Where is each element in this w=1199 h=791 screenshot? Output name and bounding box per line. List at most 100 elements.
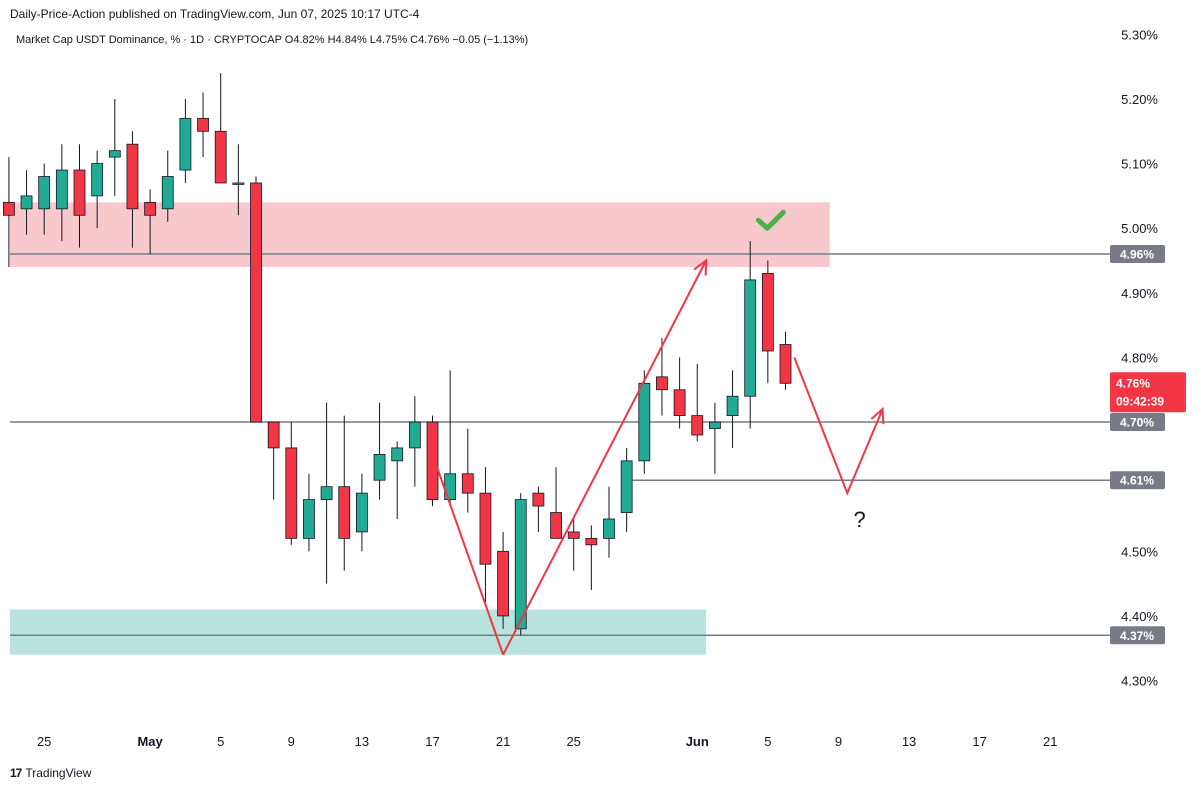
- candle-body-45: [744, 279, 757, 397]
- price-labels: 4.96% 4.70% 4.61% 4.37% 4.76% 09:42:39: [1110, 245, 1186, 645]
- candle-body-21: [320, 486, 333, 501]
- candle-body-41: [673, 389, 686, 416]
- level-label-bg-1: [1110, 413, 1165, 432]
- check-mark-icon: [755, 209, 786, 231]
- price-axis: 5.30% 5.20% 5.10% 5.00% 4.90% 4.80% 4.70% 4.50%…: [1121, 27, 1158, 688]
- candle-body-17: [250, 182, 262, 423]
- x-tick-label-12: 13: [902, 734, 916, 749]
- ohlc-open: O4.82%: [284, 34, 325, 46]
- x-tick-label-7: 21: [496, 734, 510, 749]
- ohlc-low: L4.75%: [369, 34, 408, 46]
- candle-body-24: [373, 453, 386, 481]
- x-tick-label-6: 17: [425, 734, 439, 749]
- candle-body-44: [726, 395, 739, 416]
- candle-body-40: [656, 376, 668, 391]
- candle-body-16: [232, 182, 245, 185]
- support-zone: [10, 609, 707, 655]
- symbol-name[interactable]: Market Cap USDT Dominance, % · 1D · CRYP…: [16, 34, 282, 46]
- ohlc-close: C4.76%: [410, 34, 450, 46]
- projection-arrow: [793, 357, 884, 496]
- candle-body-11: [144, 201, 157, 216]
- candle-body-20: [303, 499, 315, 539]
- x-tick-label-13: 17: [972, 734, 986, 749]
- footer-branding: 17 TradingView: [10, 766, 91, 780]
- rally-arrow-head: [693, 258, 708, 276]
- level-label-1: 4.70%: [1120, 416, 1154, 430]
- tradingview-logo-icon: 17: [10, 766, 22, 780]
- candle-body-37: [603, 518, 615, 539]
- candle-body-7: [73, 169, 86, 216]
- candle-body-23: [355, 492, 368, 533]
- y-tick-label-7: 4.50%: [1121, 544, 1158, 559]
- question-mark: ?: [854, 507, 866, 532]
- current-price-label: 4.76%: [1116, 376, 1150, 390]
- candle-body-32: [514, 499, 527, 630]
- y-tick-label-8: 4.40%: [1121, 609, 1158, 624]
- candle-body-43: [709, 421, 721, 429]
- rally-arrow: [502, 260, 707, 656]
- candle-body-15: [214, 130, 227, 184]
- y-tick-label-3: 5.00%: [1121, 221, 1158, 236]
- candle-body-13: [179, 117, 192, 171]
- x-tick-label-1: 25: [37, 734, 51, 749]
- candle-body-4: [20, 195, 33, 210]
- level-label-0: 4.96%: [1120, 248, 1154, 262]
- candle-body-9: [108, 150, 121, 158]
- candle-body-36: [585, 537, 598, 546]
- y-tick-label-0: 5.30%: [1121, 27, 1158, 42]
- candles-layer: [3, 73, 792, 636]
- candle-body-14: [197, 117, 209, 132]
- candle-body-33: [532, 492, 545, 507]
- x-tick-label-3: 5: [217, 734, 224, 749]
- candle-body-12: [161, 176, 174, 210]
- candle-body-30: [479, 492, 492, 565]
- candle-body-3: [3, 201, 15, 216]
- y-tick-label-9: 4.30%: [1121, 674, 1158, 689]
- x-tick-label-9: Jun: [686, 734, 709, 749]
- x-tick-label-14: 21: [1043, 734, 1057, 749]
- candle-body-34: [550, 512, 562, 539]
- countdown-label: 09:42:39: [1116, 394, 1164, 408]
- current-price-label-bg: [1110, 372, 1186, 413]
- candle-body-42: [691, 415, 704, 436]
- candle-body-27: [426, 421, 439, 501]
- x-tick-label-2: May: [137, 734, 163, 749]
- x-tick-label-11: 9: [835, 734, 842, 749]
- time-axis: 2125May5913172125Jun59131721: [37, 734, 1058, 749]
- publisher-caption: Daily-Price-Action published on TradingV…: [10, 7, 420, 21]
- candle-body-31: [497, 550, 510, 617]
- arrows-layer: [431, 258, 885, 656]
- level-label-3: 4.37%: [1120, 629, 1154, 643]
- candle-body-18: [267, 421, 280, 449]
- levels-layer: [10, 253, 1112, 637]
- drop-arrow: [431, 454, 505, 656]
- level-label-bg-2: [1110, 471, 1165, 490]
- level-label-2: 4.61%: [1120, 474, 1154, 488]
- y-tick-label-5: 4.80%: [1121, 350, 1158, 365]
- x-tick-label-5: 13: [355, 734, 369, 749]
- candle-body-26: [408, 421, 421, 449]
- symbol-info: Market Cap USDT Dominance, % · 1D · CRYP…: [16, 34, 528, 46]
- projection-arrow-head: [870, 407, 885, 425]
- candle-body-39: [638, 382, 651, 462]
- candle-body-38: [620, 460, 633, 513]
- x-tick-label-8: 25: [566, 734, 580, 749]
- y-tick-label-4: 4.90%: [1121, 286, 1158, 301]
- annotations-layer: ?: [755, 209, 866, 532]
- candle-body-8: [91, 163, 104, 197]
- y-tick-label-1: 5.20%: [1121, 92, 1158, 107]
- ohlc-change: −0.05 (−1.13%): [452, 34, 529, 46]
- candle-body-25: [391, 447, 404, 462]
- ohlc-high: H4.84%: [327, 34, 367, 46]
- level-label-bg-3: [1110, 626, 1165, 645]
- x-tick-label-4: 9: [288, 734, 295, 749]
- candle-body-22: [338, 486, 351, 539]
- tradingview-brand: TradingView: [25, 766, 92, 780]
- candle-body-46: [761, 273, 774, 352]
- candle-body-47: [779, 344, 792, 384]
- candle-body-35: [567, 531, 580, 539]
- y-tick-label-2: 5.10%: [1121, 157, 1158, 172]
- x-tick-label-10: 5: [764, 734, 771, 749]
- candle-body-5: [38, 176, 51, 210]
